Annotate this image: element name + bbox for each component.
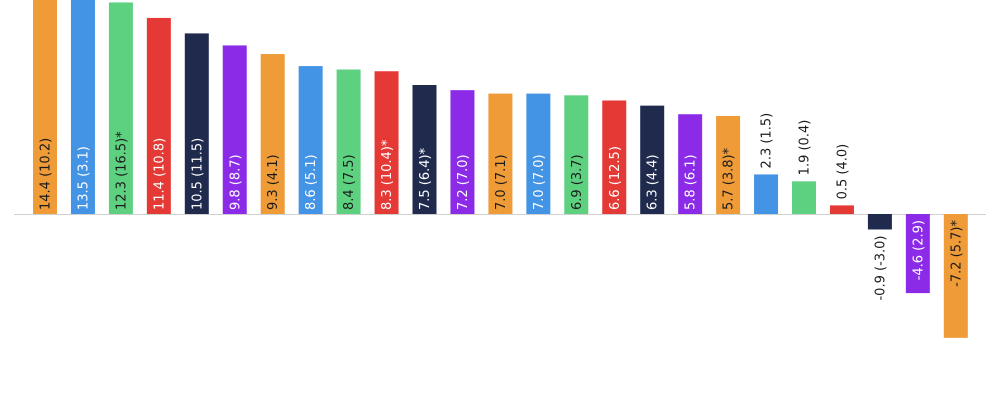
bar-data-label: 6.9 (3.7) [570,154,585,210]
bar-data-label: 5.7 (3.8)* [722,147,737,210]
bar-data-label: 6.3 (4.4) [646,154,661,210]
bar [108,2,133,214]
bar-data-label: 5.8 (6.1) [684,154,699,210]
bar-data-label: 14.4 (10.2) [39,138,54,210]
bar-data-label: 11.4 (10.8) [152,138,167,210]
bar-data-label: 12.3 (16.5)* [114,131,129,210]
bar-data-label: 9.3 (4.1) [266,154,281,210]
bar [488,93,513,214]
bar [943,214,968,338]
bar [829,205,854,214]
bar [184,33,209,215]
bar-data-label: 7.2 (7.0) [456,154,471,210]
bar-data-label: 8.4 (7.5) [342,154,357,210]
bar-data-label: 2.3 (1.5) [760,113,775,169]
bar [222,45,247,214]
bar-data-label: 7.5 (6.4)* [418,147,433,210]
bar-data-label: 7.0 (7.0) [532,154,547,210]
bar [754,174,779,214]
bar [678,114,703,214]
bar [526,93,551,214]
bar-data-label: 0.5 (4.0) [835,144,850,200]
bar [602,100,627,214]
bar [792,181,816,214]
bar-data-label: -7.2 (5.7)* [949,220,964,287]
bar [564,95,589,214]
bar-data-label: 9.8 (8.7) [228,154,243,210]
bar-data-label: 10.5 (11.5) [190,138,205,210]
bar [716,115,741,214]
bar [146,17,171,215]
bar [905,214,930,294]
bar-data-label: -0.9 (-3.0) [873,235,888,300]
bar-data-label: 7.0 (7.1) [494,154,509,210]
bar [374,71,399,215]
bar [867,214,892,230]
bar-data-label: 8.3 (10.4)* [380,139,395,210]
bar-data-label: 6.6 (12.5) [608,146,623,210]
bars-group [33,0,968,338]
bar-data-label: 1.9 (0.4) [798,120,813,176]
bar [336,69,361,215]
bar [260,54,285,214]
data-labels-group: 14.4 (10.2) 13.5 (3.1) 12.3 (16.5)* 11.4 (1… [39,113,965,301]
bar-data-label: 13.5 (3.1) [76,146,91,210]
bar [450,90,475,214]
bar [412,85,437,214]
bar-data-label: 8.6 (5.1) [304,154,319,210]
bar [298,66,323,214]
bar-data-label: -4.6 (2.9) [911,220,926,280]
bar [70,0,95,214]
bar [640,105,665,214]
bar [33,0,57,214]
